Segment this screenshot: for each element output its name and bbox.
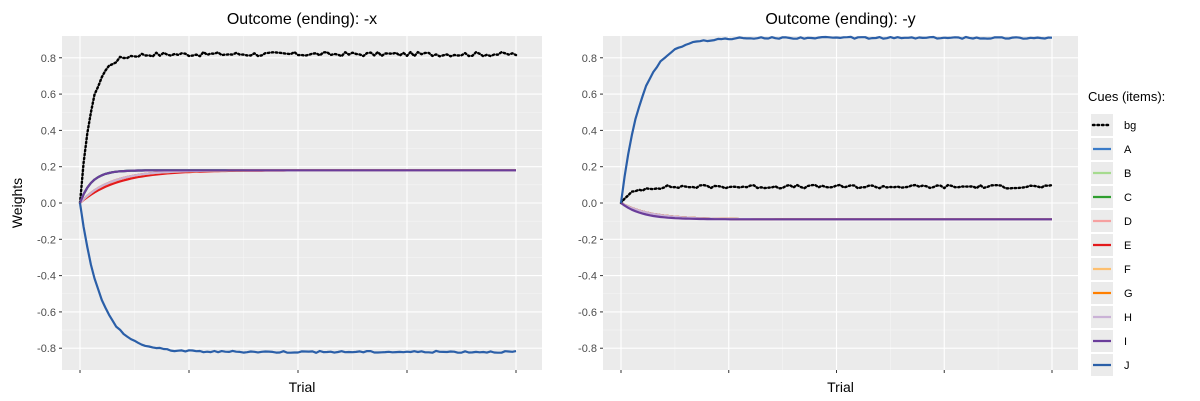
y-tick-label: -0.4 — [578, 271, 597, 283]
y-tick-label: -0.8 — [578, 343, 597, 355]
series-line-bg — [78, 50, 518, 205]
legend-label-J: J — [1124, 360, 1130, 372]
legend-label-E: E — [1124, 240, 1131, 252]
legend-label-C: C — [1124, 192, 1132, 204]
panel-outcome-y: 0.8 0.6 0.4 0.2 0.0 -0.2 -0.4 -0.6 -0.8 Outcome (… — [578, 11, 1078, 395]
y-tick-label: -0.2 — [37, 234, 56, 246]
legend-label-F: F — [1124, 264, 1131, 276]
y-tick-label: 0.4 — [582, 125, 597, 137]
y-tick-label: 0.8 — [41, 53, 56, 65]
series-line-J — [78, 202, 517, 354]
x-axis-title: Trial — [289, 379, 316, 395]
panel-title: Outcome (ending): -x — [227, 11, 377, 28]
legend-title: Cues (items): — [1088, 89, 1165, 104]
legend-label-H: H — [1124, 312, 1132, 324]
series-line-bg — [619, 183, 1054, 205]
legend-label-B: B — [1124, 168, 1131, 180]
y-tick-label: 0.6 — [582, 89, 597, 101]
y-tick-label: 0.2 — [41, 162, 56, 174]
y-tick-label: 0.4 — [41, 125, 56, 137]
panel-outcome-x: 0.8 0.6 0.4 0.2 0.0 -0.2 -0.4 -0.6 -0.8 Outcome (… — [9, 11, 542, 395]
y-axis-title: Weights — [9, 178, 25, 228]
legend-label-A: A — [1124, 144, 1132, 156]
y-tick-label: -0.8 — [37, 343, 56, 355]
y-tick-label: -0.2 — [578, 234, 597, 246]
y-tick-label: 0.0 — [582, 198, 597, 210]
legend-label-I: I — [1124, 336, 1127, 348]
y-tick-label: 0.6 — [41, 89, 56, 101]
series-line-I — [620, 202, 1052, 221]
panel-title: Outcome (ending): -y — [765, 11, 915, 28]
series-line-I — [78, 169, 516, 204]
legend-label-bg: bg — [1124, 120, 1136, 132]
y-tick-label: -0.6 — [37, 307, 56, 319]
y-tick-label: 0.0 — [41, 198, 56, 210]
y-tick-label: -0.6 — [578, 307, 597, 319]
y-tick-label: 0.2 — [582, 162, 597, 174]
y-tick-label: 0.8 — [582, 53, 597, 65]
x-axis-title: Trial — [827, 379, 854, 395]
series-line-J — [619, 35, 1053, 204]
y-tick-label: -0.4 — [37, 271, 56, 283]
legend-label-G: G — [1124, 288, 1133, 300]
legend-label-D: D — [1124, 216, 1132, 228]
